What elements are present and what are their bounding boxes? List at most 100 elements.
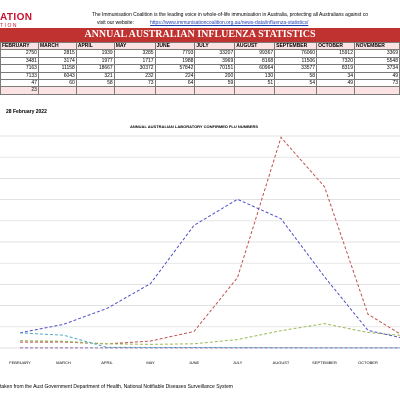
- table-cell: 3481: [0, 56, 39, 66]
- series-line-2: [19, 323, 400, 345]
- banner-title: ANNUAL AUSTRALIAN INFLUENZA STATISTICS: [0, 28, 400, 42]
- table-cell: [354, 86, 400, 95]
- statistics-table: FEBRUARY MARCH APRIL MAY JUNE JULY AUGUST SEPTE…: [0, 41, 400, 95]
- table-cell: 49: [316, 78, 355, 88]
- table-cell: 23: [0, 86, 39, 95]
- table-cell: 34: [316, 71, 355, 80]
- x-axis-labels: FEBRUARY MARCH APRIL MAY JUNE JULY AUGUST SEPTE…: [9, 360, 378, 365]
- table-cell: 3369: [354, 49, 400, 58]
- x-tick-label: AUGUST: [273, 360, 290, 365]
- chart-grid: [0, 135, 400, 349]
- website-label: visit our website:: [97, 20, 134, 26]
- table-cell: 224: [154, 71, 196, 80]
- table-cell: 58: [274, 71, 318, 80]
- table-cell: 64: [154, 78, 196, 88]
- table-cell: 7163: [0, 64, 39, 73]
- logo: ATION TION: [0, 12, 72, 29]
- table-cell: 30372: [113, 64, 156, 73]
- table-header-april: APRIL: [75, 41, 115, 51]
- table-cell: 73: [354, 78, 400, 88]
- table-header-row: FEBRUARY MARCH APRIL MAY JUNE JULY AUGUST SEPTE…: [0, 41, 400, 51]
- table-row: 3481 3174 1977 1717 1988 3969 8168 11506 7320 554…: [0, 56, 400, 66]
- series-line-4: [19, 332, 400, 349]
- table-cell: 99367: [234, 49, 276, 58]
- chart-title: ANNUAL AUSTRALIAN LABORATORY CONFIRMED F…: [130, 124, 259, 129]
- table-header-october: OCTOBER: [316, 41, 355, 51]
- table-cell: 1988: [154, 56, 196, 66]
- table-cell: [274, 86, 318, 95]
- table-cell: 54: [274, 78, 318, 88]
- table-cell: 76060: [274, 49, 318, 58]
- table-row: 23: [0, 86, 400, 95]
- chart-series: [19, 136, 400, 349]
- table-cell: 15912: [316, 49, 355, 58]
- table-cell: 33577: [274, 64, 318, 73]
- report-date: 28 February 2022: [6, 109, 47, 115]
- x-tick-label: JUNE: [189, 360, 200, 365]
- x-tick-label: JULY: [233, 360, 243, 365]
- table-header-february: FEBRUARY: [0, 41, 39, 51]
- table-row: 7163 11158 18667 30372 57842 70151 60964 33577 8…: [0, 64, 400, 73]
- table-cell: [75, 86, 115, 95]
- table-row: 2750 2815 1939 3285 7793 33207 99367 76060 15912…: [0, 49, 400, 58]
- logo-subtext: TION: [0, 23, 18, 29]
- table-cell: 2750: [0, 49, 39, 58]
- logo-text: ATION: [0, 12, 33, 23]
- table-cell: [316, 86, 355, 95]
- table-header-march: MARCH: [37, 41, 77, 51]
- x-tick-label: APRIL: [101, 360, 113, 365]
- table-cell: 73: [113, 78, 156, 88]
- table-cell: 3734: [354, 64, 400, 73]
- table-header-june: JUNE: [154, 41, 196, 51]
- x-tick-label: FEBRUARY: [9, 360, 31, 365]
- table-cell: 47: [0, 78, 39, 88]
- table-header-august: AUGUST: [234, 41, 276, 51]
- table-cell: 3174: [37, 56, 77, 66]
- table-cell: 18667: [75, 64, 115, 73]
- x-tick-label: SEPTEMBER: [312, 360, 337, 365]
- source-note: taken from the Aust Government Departmen…: [0, 384, 233, 390]
- table-cell: 8168: [234, 56, 276, 66]
- table-cell: 321: [75, 71, 115, 80]
- table-cell: 11158: [37, 64, 77, 73]
- table-cell: [37, 86, 77, 95]
- table-cell: 3285: [113, 49, 156, 58]
- table-cell: [234, 86, 276, 95]
- table-cell: 49: [354, 71, 400, 80]
- table-cell: 60: [37, 78, 77, 88]
- table-cell: [113, 86, 156, 95]
- table-cell: 1717: [113, 56, 156, 66]
- website-link[interactable]: https://www.immunisationcoalition.org.au…: [150, 20, 309, 26]
- table-cell: 58: [75, 78, 115, 88]
- series-line-1: [19, 136, 400, 345]
- table-cell: 6043: [37, 71, 77, 80]
- table-cell: 59: [194, 78, 236, 88]
- table-cell: 51: [234, 78, 276, 88]
- table-header-september: SEPTEMBER: [274, 41, 318, 51]
- table-cell: 7320: [316, 56, 355, 66]
- table-cell: 7133: [0, 71, 39, 80]
- table-cell: 57842: [154, 64, 196, 73]
- x-tick-label: MAY: [146, 360, 155, 365]
- table-cell: 11506: [274, 56, 318, 66]
- x-tick-label: OCTOBER: [358, 360, 378, 365]
- table-cell: 5548: [354, 56, 400, 66]
- table-header-july: JULY: [194, 41, 236, 51]
- table-cell: [194, 86, 236, 95]
- table-cell: 1977: [75, 56, 115, 66]
- table-header-may: MAY: [113, 41, 156, 51]
- table-row: 47 60 58 73 64 59 51 54 49 73: [0, 78, 400, 88]
- table-header-november: NOVEMBER: [354, 41, 400, 51]
- table-cell: 33207: [194, 49, 236, 58]
- table-cell: 1939: [75, 49, 115, 58]
- table-cell: 8319: [316, 64, 355, 73]
- table-cell: 60964: [234, 64, 276, 73]
- table-cell: 130: [234, 71, 276, 80]
- x-tick-label: MARCH: [56, 360, 71, 365]
- table-cell: 3969: [194, 56, 236, 66]
- table-cell: 7793: [154, 49, 196, 58]
- table-cell: 70151: [194, 64, 236, 73]
- table-cell: 232: [113, 71, 156, 80]
- intro-text: The Immunisation Coalition is the leadin…: [92, 12, 368, 18]
- table-cell: [154, 86, 196, 95]
